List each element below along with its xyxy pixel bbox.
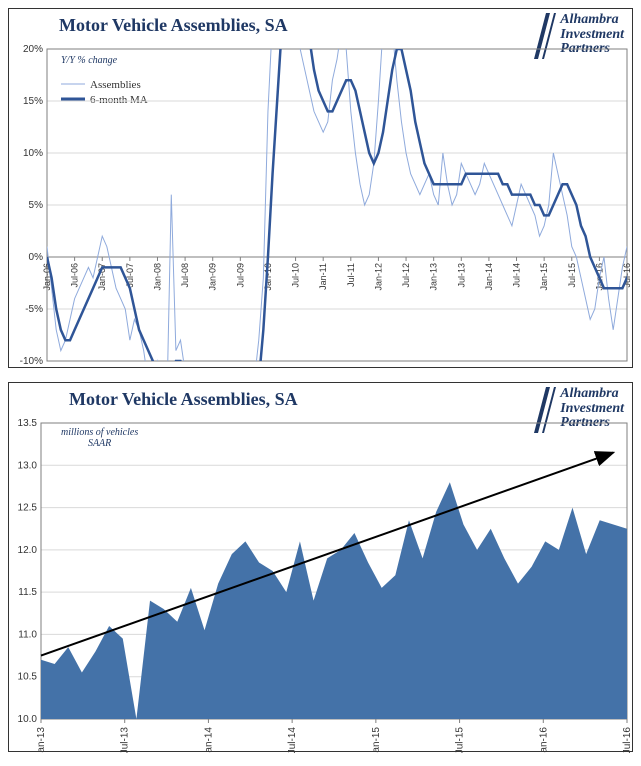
svg-text:Jan-13: Jan-13 — [36, 727, 47, 753]
svg-text:5%: 5% — [29, 200, 44, 211]
svg-text:Jan-08: Jan-08 — [152, 263, 162, 291]
svg-text:Jul-15: Jul-15 — [455, 727, 466, 753]
svg-text:12.0: 12.0 — [18, 545, 38, 556]
svg-text:Jan-14: Jan-14 — [203, 727, 214, 753]
chart-panel-yoy: Motor Vehicle Assemblies, SA Y/Y % chang… — [8, 8, 633, 368]
chart-panel-levels: Motor Vehicle Assemblies, SA millions of… — [8, 382, 633, 752]
svg-text:Jan-16: Jan-16 — [538, 727, 549, 753]
svg-text:Jan-12: Jan-12 — [373, 263, 383, 291]
svg-text:Jan-15: Jan-15 — [539, 263, 549, 291]
svg-text:Jan-09: Jan-09 — [208, 263, 218, 291]
svg-text:11.5: 11.5 — [18, 587, 37, 598]
svg-text:15%: 15% — [23, 96, 43, 107]
svg-text:0%: 0% — [29, 252, 44, 263]
chart2-plot: 10.0 10.5 11.0 11.5 12.0 12.5 13.0 13.5 Jan-13 Ju… — [9, 383, 634, 753]
svg-text:Jul-11: Jul-11 — [346, 263, 356, 287]
svg-text:13.5: 13.5 — [18, 418, 38, 429]
svg-text:13.0: 13.0 — [18, 460, 38, 471]
svg-text:Jul-06: Jul-06 — [70, 263, 80, 288]
svg-text:Jul-15: Jul-15 — [567, 263, 577, 288]
svg-text:Jul-12: Jul-12 — [401, 263, 411, 288]
chart1-plot: -10%-5%0%5%10%15%20%Jan-06Jul-06Jan-07Ju… — [9, 9, 634, 369]
svg-text:12.5: 12.5 — [18, 503, 38, 514]
svg-text:Jan-14: Jan-14 — [484, 263, 494, 291]
svg-text:11.0: 11.0 — [18, 629, 37, 640]
svg-text:10.0: 10.0 — [18, 714, 38, 725]
svg-text:Jan-11: Jan-11 — [318, 263, 328, 290]
svg-text:-10%: -10% — [20, 356, 43, 367]
svg-text:Jul-10: Jul-10 — [291, 263, 301, 288]
svg-text:10.5: 10.5 — [18, 672, 38, 683]
svg-text:Jul-07: Jul-07 — [125, 263, 135, 288]
svg-text:Jul-13: Jul-13 — [456, 263, 466, 288]
svg-text:Jan-13: Jan-13 — [429, 263, 439, 291]
svg-text:Jul-16: Jul-16 — [622, 727, 633, 753]
svg-text:Jul-13: Jul-13 — [120, 727, 131, 753]
svg-text:Jul-14: Jul-14 — [512, 263, 522, 288]
svg-text:Jul-09: Jul-09 — [235, 263, 245, 288]
svg-text:Jul-14: Jul-14 — [287, 727, 298, 753]
svg-text:20%: 20% — [23, 44, 43, 55]
svg-text:10%: 10% — [23, 148, 43, 159]
svg-text:Jan-15: Jan-15 — [371, 727, 382, 753]
svg-text:Jul-08: Jul-08 — [180, 263, 190, 288]
svg-text:-5%: -5% — [25, 304, 43, 315]
